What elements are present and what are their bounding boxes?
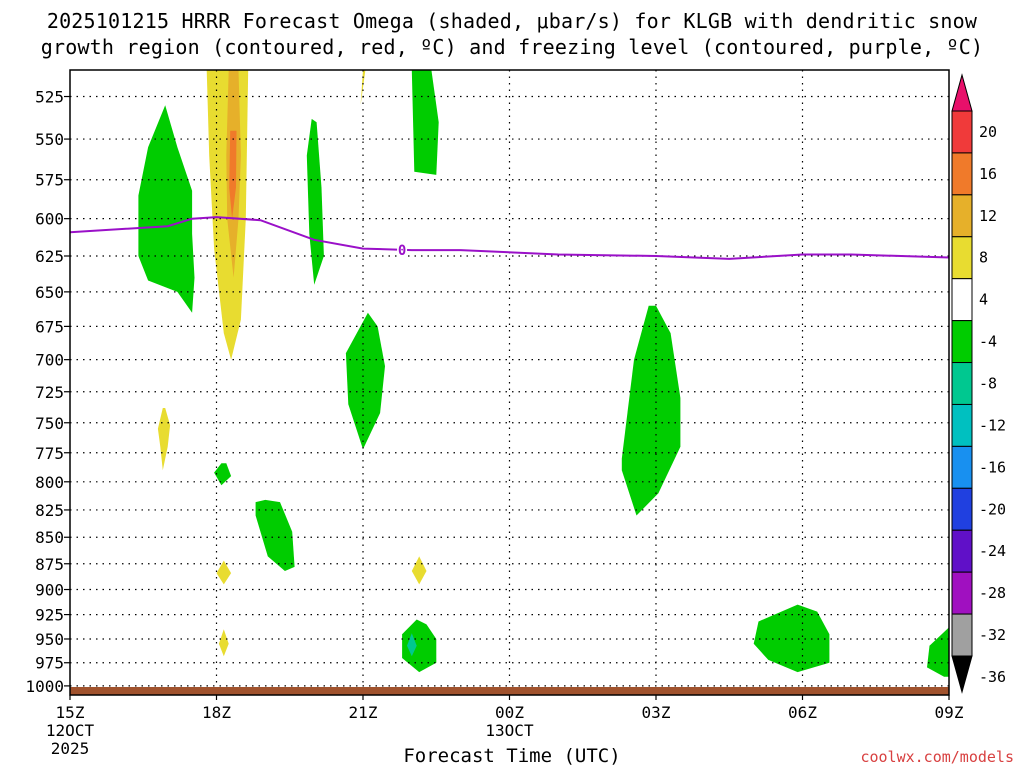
y-tick-label-775: 775 bbox=[35, 444, 64, 463]
colorbar-label-16: 16 bbox=[979, 165, 997, 183]
x-tick-date-12OCT: 12OCT bbox=[46, 721, 95, 740]
y-tick-label-950: 950 bbox=[35, 630, 64, 649]
colorbar-label--28: -28 bbox=[979, 584, 1006, 602]
colorbar-label--4: -4 bbox=[979, 333, 997, 351]
y-tick-label-600: 600 bbox=[35, 210, 64, 229]
omega-area-7 bbox=[411, 556, 427, 585]
x-tick-label-09Z: 09Z bbox=[935, 703, 964, 722]
colorbar-label--16: -16 bbox=[979, 458, 1006, 476]
y-tick-label-725: 725 bbox=[35, 383, 64, 402]
colorbar-swatch-10 bbox=[951, 529, 973, 573]
colorbar-swatch-6 bbox=[951, 362, 973, 405]
colorbar-label-12: 12 bbox=[979, 207, 997, 225]
y-tick-label-675: 675 bbox=[35, 317, 64, 336]
freezing-level-label: 0 bbox=[398, 243, 406, 259]
y-tick-label-825: 825 bbox=[35, 501, 64, 520]
x-tick-date-13OCT: 13OCT bbox=[485, 721, 534, 740]
colorbar-label--36: -36 bbox=[979, 668, 1006, 686]
colorbar-swatch-9 bbox=[951, 487, 973, 531]
omega-area-14 bbox=[255, 499, 295, 571]
site-credit: coolwx.com/models bbox=[860, 748, 1014, 766]
colorbar-label--32: -32 bbox=[979, 626, 1006, 644]
colorbar-label--12: -12 bbox=[979, 416, 1006, 434]
x-tick-label-06Z: 06Z bbox=[788, 703, 817, 722]
x-tick-label-03Z: 03Z bbox=[642, 703, 671, 722]
omega-area-3 bbox=[360, 70, 366, 106]
x-tick-label-00Z: 00Z bbox=[495, 703, 524, 722]
y-tick-label-625: 625 bbox=[35, 247, 64, 266]
colorbar-swatch-8 bbox=[951, 445, 973, 489]
colorbar-label--8: -8 bbox=[979, 375, 997, 393]
colorbar-label-20: 20 bbox=[979, 123, 997, 141]
colorbar-swatch-0 bbox=[951, 110, 973, 154]
omega-area-15 bbox=[402, 619, 437, 673]
colorbar: 20 16 12 8 4 -4 -8 -12 -16 -20 -24 -28 -32 -36 bbox=[951, 73, 1006, 694]
colorbar-swatch-11 bbox=[951, 571, 973, 615]
chart-title-line-1: 2025101215 HRRR Forecast Omega (shaded, … bbox=[46, 9, 978, 33]
chart-title-line-2: growth region (contoured, red, ºC) and f… bbox=[40, 35, 984, 59]
y-tick-label-1000: 1000 bbox=[25, 677, 64, 696]
x-tick-label-15Z: 15Z bbox=[56, 703, 85, 722]
x-tick-year-2025: 2025 bbox=[51, 739, 90, 758]
omega-area-5 bbox=[216, 560, 232, 585]
y-tick-label-700: 700 bbox=[35, 351, 64, 370]
y-tick-label-750: 750 bbox=[35, 414, 64, 433]
omega-area-18 bbox=[407, 633, 417, 657]
colorbar-swatch-3 bbox=[951, 236, 973, 280]
colorbar-swatch-1 bbox=[951, 152, 973, 196]
x-tick-label-21Z: 21Z bbox=[349, 703, 378, 722]
x-tick-label-18Z: 18Z bbox=[202, 703, 231, 722]
omega-area-12 bbox=[621, 305, 681, 516]
y-tick-label-525: 525 bbox=[35, 88, 64, 107]
colorbar-label--24: -24 bbox=[979, 542, 1006, 560]
y-tick-label-800: 800 bbox=[35, 473, 64, 492]
colorbar-label--20: -20 bbox=[979, 500, 1006, 518]
colorbar-swatch-7 bbox=[951, 403, 973, 447]
chart-title: 2025101215 HRRR Forecast Omega (shaded, … bbox=[0, 8, 1024, 60]
freezing-level-label-bg bbox=[397, 241, 408, 258]
colorbar-bottom-extension bbox=[951, 655, 973, 694]
omega-area-6 bbox=[218, 629, 229, 657]
omega-area-4 bbox=[157, 408, 171, 471]
y-tick-label-550: 550 bbox=[35, 130, 64, 149]
freezing-level-line bbox=[69, 216, 950, 260]
omega-area-11 bbox=[345, 312, 385, 450]
omega-area-17 bbox=[927, 627, 949, 677]
colorbar-swatch-2 bbox=[951, 194, 973, 238]
grid-lines bbox=[70, 70, 949, 695]
omega-area-16 bbox=[753, 604, 830, 673]
colorbar-swatch-12 bbox=[951, 613, 973, 657]
freezing-level-contour: 0 bbox=[69, 216, 950, 260]
colorbar-label-8: 8 bbox=[979, 249, 988, 267]
omega-area-9 bbox=[306, 118, 324, 285]
colorbar-swatch-5 bbox=[951, 320, 973, 364]
y-tick-label-925: 925 bbox=[35, 606, 64, 625]
y-tick-label-875: 875 bbox=[35, 555, 64, 574]
y-tick-label-650: 650 bbox=[35, 283, 64, 302]
colorbar-swatch-4 bbox=[951, 278, 973, 322]
y-tick-label-850: 850 bbox=[35, 528, 64, 547]
y-tick-label-575: 575 bbox=[35, 171, 64, 190]
y-tick-label-975: 975 bbox=[35, 654, 64, 673]
omega-area-8 bbox=[138, 105, 195, 313]
colorbar-label-4: 4 bbox=[979, 291, 988, 309]
y-tick-label-900: 900 bbox=[35, 581, 64, 600]
ground-surface bbox=[70, 687, 949, 695]
omega-area-13 bbox=[214, 463, 232, 486]
y-axis: 525 550 575 600 625 650 675 700 725 750 775 800 825 8… bbox=[25, 88, 70, 696]
omega-area-2 bbox=[229, 130, 237, 219]
x-axis-title: Forecast Time (UTC) bbox=[403, 745, 621, 767]
omega-shading bbox=[138, 70, 949, 677]
colorbar-top-extension bbox=[951, 73, 973, 112]
omega-area-10 bbox=[411, 70, 439, 175]
